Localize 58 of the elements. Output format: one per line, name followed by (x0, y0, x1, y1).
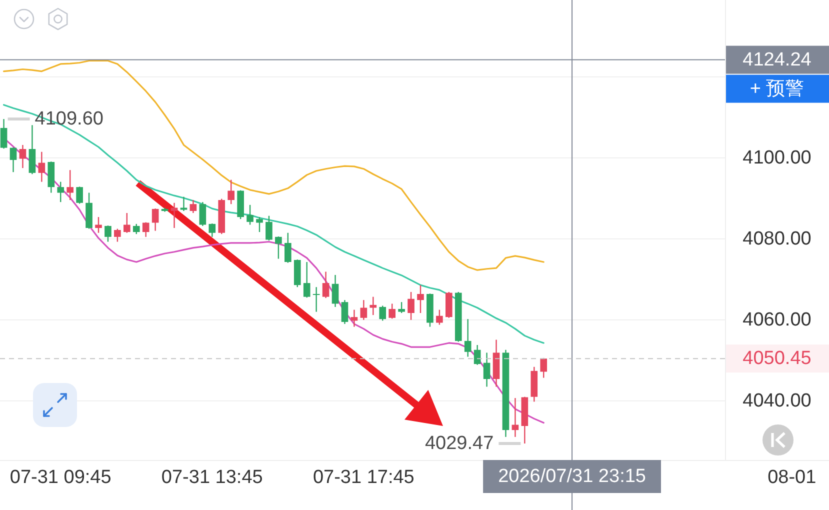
candlestick (28, 124, 36, 175)
candlestick (341, 299, 348, 325)
candlestick (322, 271, 330, 299)
candlestick (303, 261, 310, 298)
candlestick (370, 296, 377, 316)
candlestick (275, 236, 282, 260)
candlestick (360, 299, 368, 320)
candlestick (417, 284, 424, 314)
candlestick (388, 303, 396, 320)
candlestick (436, 309, 443, 326)
candlestick (474, 344, 481, 366)
annotation: + 预警 (750, 78, 804, 100)
candlestick (284, 232, 292, 264)
candlestick (483, 352, 490, 388)
candlestick (170, 202, 178, 229)
ref-line-label: 4050.45 (742, 348, 812, 370)
candlestick (246, 204, 254, 226)
candlestick (66, 169, 74, 201)
candlestick (266, 215, 272, 242)
ref-line-label: 2026/07/31 23:15 (498, 466, 646, 487)
candlestick (76, 186, 83, 204)
candlestick (104, 224, 112, 242)
candlestick (57, 181, 64, 203)
candlestick (95, 216, 102, 234)
candlestick (464, 318, 472, 358)
candlestick (114, 228, 121, 242)
candlestick (256, 216, 263, 233)
y-tick-label: 4100.00 (742, 147, 812, 168)
candlestick (350, 309, 358, 328)
x-tick-label: 07-31 17:45 (312, 467, 414, 488)
candlestick (142, 222, 150, 238)
candlestick (379, 305, 386, 322)
ref-line-label: 4124.24 (742, 49, 812, 70)
candlestick (398, 301, 405, 314)
candlestick (408, 291, 414, 320)
x-tick-label: 07-31 09:45 (10, 467, 112, 488)
candlestick (180, 196, 188, 212)
candlestick (332, 274, 339, 308)
candlestick (19, 144, 26, 169)
candlestick (124, 212, 130, 234)
y-tick-label: 4040.00 (742, 390, 812, 412)
candlestick (540, 357, 548, 378)
candlestick (132, 223, 140, 235)
candlestick (312, 286, 320, 312)
candlestick (208, 222, 216, 238)
y-tick-label: 4060.00 (742, 309, 812, 330)
candlestick (38, 151, 46, 182)
x-tick-label: 07-31 13:45 (161, 467, 263, 488)
candlestick (228, 179, 234, 205)
candlestick (0, 118, 8, 150)
y-tick-label: 4080.00 (742, 228, 812, 250)
candlestick (10, 146, 17, 173)
candlestick (190, 199, 197, 214)
candlestick (512, 397, 519, 438)
x-tick-label: 08-01 (768, 467, 816, 488)
candlestick (199, 201, 206, 227)
candlestick (152, 208, 159, 232)
annotation: 4029.47 (424, 433, 494, 454)
